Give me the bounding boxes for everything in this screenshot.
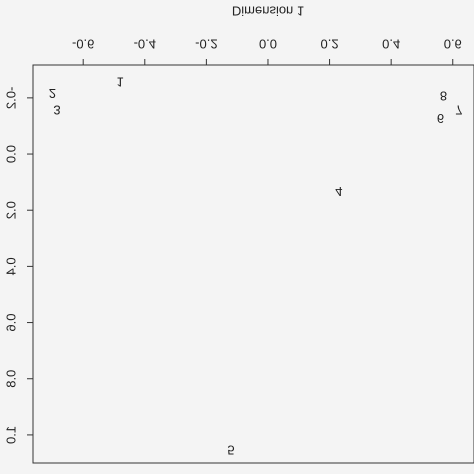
point-label: 6 — [437, 111, 444, 126]
y-tick-label: 0.4 — [3, 257, 18, 275]
x-axis-label: Dimension 1 — [232, 4, 304, 19]
y-tick-label: 0.2 — [3, 201, 18, 219]
point-label: 1 — [117, 75, 124, 90]
plot-frame — [32, 64, 474, 464]
point-label: 2 — [49, 86, 56, 101]
y-tick-label: 0.0 — [3, 145, 18, 163]
point-label: 4 — [335, 184, 342, 199]
y-tick-label: 1.0 — [3, 426, 18, 444]
x-tick-label: 0.2 — [321, 37, 339, 52]
point-label: 5 — [227, 443, 234, 458]
x-tick-label: -0.4 — [134, 37, 156, 52]
x-tick-label: -0.2 — [195, 37, 217, 52]
x-tick-label: 0.0 — [259, 37, 277, 52]
x-tick-label: 0.4 — [382, 37, 400, 52]
point-label: 3 — [53, 103, 60, 118]
y-tick-label: 0.8 — [3, 370, 18, 388]
point-label: 8 — [440, 89, 447, 104]
point-label: 7 — [455, 103, 462, 118]
x-tick-label: -0.6 — [72, 37, 94, 52]
y-tick-label: 0.6 — [3, 314, 18, 332]
y-tick-label: -0.2 — [3, 87, 18, 109]
x-tick-label: 0.6 — [444, 37, 462, 52]
